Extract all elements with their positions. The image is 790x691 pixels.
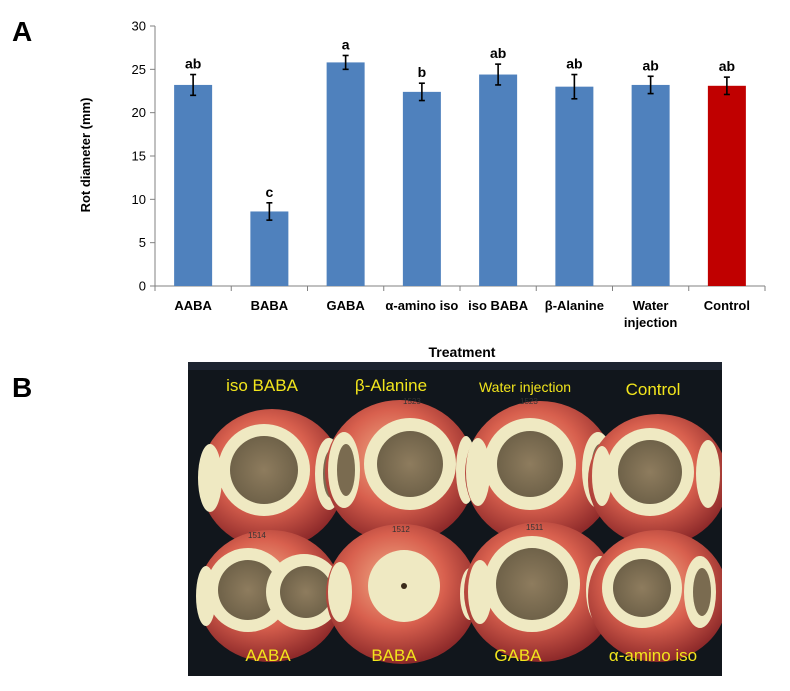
y-tick-label: 10 [132,192,146,207]
apple-control [588,414,722,546]
apple-photo: 1523 1523 1514 [188,362,722,676]
panel-a-label: A [12,16,33,47]
x-tick-label-0: AABA [174,298,212,313]
apple-marking-1: 1523 [403,397,421,406]
photo-label-control: Control [625,380,681,399]
apple-water-injection: 1523 [465,397,615,545]
photo-label-alpha-amino-iso: α-amino iso [608,646,698,665]
photo-label-water-injection: Water injection [478,379,572,395]
bar-0 [174,84,213,286]
photo-label-gaba: GABA [494,646,542,665]
x-tick-label-7: Control [704,298,750,313]
bar-2 [326,62,365,287]
panel-b-label: B [12,372,33,403]
significance-letter-1: c [265,184,273,200]
photo-label-aaba: AABA [245,646,291,665]
significance-letter-4: ab [490,45,506,61]
apple-beta-alanine: 1523 [325,397,476,544]
y-tick-label: 20 [132,105,146,120]
y-axis-title: Rot diameter (mm) [78,98,93,213]
apple-illustration: 1523 1523 1514 [188,362,722,676]
chart-labels: ab AABA c BABA a GABA b α-amino iso ab iso BABA ab… [174,36,750,330]
significance-letter-7: ab [719,58,735,74]
significance-letter-5: ab [566,56,582,72]
photo-label-baba: BABA [371,646,417,665]
apple-marking-5: 1511 [526,523,544,532]
x-tick-label-6: Water [633,298,669,313]
bar-7 [707,85,746,286]
apple-alpha-amino-iso [588,530,722,662]
y-tick-label: 0 [139,279,146,294]
bar-5 [555,86,594,287]
photo-label-iso-baba: iso BABA [226,376,298,395]
y-tick-label: 30 [132,19,146,34]
significance-letter-2: a [342,36,350,52]
y-tick-label: 25 [132,62,146,77]
apple-iso-baba [198,409,344,549]
bar-1 [250,211,289,286]
y-tick-label: 15 [132,149,146,164]
apple-marking-4: 1512 [392,525,410,534]
x-tick-label-1: BABA [251,298,289,313]
x-tick-label-3: α-amino iso [385,298,458,313]
x-tick-label-2: GABA [326,298,365,313]
significance-letter-6: ab [642,57,658,73]
photo-label-beta-alanine: β-Alanine [354,376,428,395]
apple-marking-3: 1514 [248,531,266,540]
x-tick-label-4: iso BABA [468,298,529,313]
x-axis-title: Treatment [429,344,496,360]
x-tick-label-5: β-Alanine [545,298,604,313]
significance-letter-3: b [418,64,427,80]
x-tick-label-6: injection [624,315,678,330]
apple-marking-2: 1523 [520,397,538,406]
chart-bars [174,54,746,287]
chart-axes: 0 5 10 15 20 25 30 [132,19,766,294]
apple-aaba: 1514 [196,530,342,662]
rot-diameter-bar-chart: 0 5 10 15 20 25 30 ab AABA c BABA a GABA b α-amino is… [78,19,766,360]
bar-3 [402,91,441,286]
bar-6 [631,84,670,286]
significance-letter-0: ab [185,56,201,72]
bar-4 [479,74,518,287]
y-tick-label: 5 [139,235,146,250]
